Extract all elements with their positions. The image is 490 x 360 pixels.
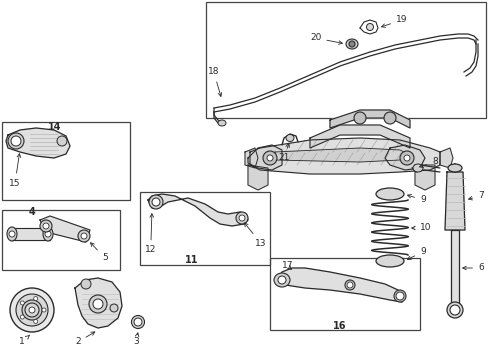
Circle shape — [134, 318, 142, 326]
Ellipse shape — [367, 23, 373, 31]
Circle shape — [263, 151, 277, 165]
Circle shape — [400, 151, 414, 165]
Polygon shape — [40, 216, 90, 242]
Text: 18: 18 — [208, 68, 221, 96]
Text: 8: 8 — [419, 158, 438, 167]
Circle shape — [347, 282, 353, 288]
Text: 6: 6 — [463, 264, 484, 273]
Circle shape — [20, 301, 24, 305]
Ellipse shape — [22, 300, 42, 320]
Text: 1: 1 — [19, 335, 30, 346]
Polygon shape — [250, 138, 440, 174]
Text: 17: 17 — [282, 261, 294, 270]
Ellipse shape — [218, 120, 226, 126]
Ellipse shape — [78, 230, 90, 242]
Text: 15: 15 — [9, 154, 21, 188]
Polygon shape — [148, 194, 248, 226]
Ellipse shape — [346, 39, 358, 49]
Text: 9: 9 — [408, 194, 426, 204]
Ellipse shape — [89, 295, 107, 313]
Bar — [140, 192, 270, 265]
Bar — [270, 258, 420, 330]
Circle shape — [349, 41, 355, 47]
Text: 2: 2 — [75, 332, 95, 346]
Ellipse shape — [394, 290, 406, 302]
Circle shape — [9, 231, 15, 237]
Circle shape — [57, 136, 67, 146]
Circle shape — [239, 215, 245, 221]
Ellipse shape — [7, 227, 17, 241]
Polygon shape — [248, 145, 282, 170]
Text: 9: 9 — [407, 248, 426, 260]
Circle shape — [11, 136, 21, 146]
Text: 14: 14 — [48, 122, 62, 132]
Ellipse shape — [236, 212, 248, 224]
Polygon shape — [75, 278, 122, 328]
Polygon shape — [245, 148, 258, 168]
Ellipse shape — [8, 133, 24, 149]
Circle shape — [384, 112, 396, 124]
Text: 12: 12 — [145, 214, 156, 255]
Text: 20: 20 — [310, 33, 343, 44]
Polygon shape — [330, 110, 410, 128]
Circle shape — [93, 299, 103, 309]
Circle shape — [267, 155, 273, 161]
Circle shape — [45, 231, 51, 237]
Polygon shape — [415, 165, 435, 190]
Polygon shape — [248, 165, 268, 190]
Circle shape — [20, 315, 24, 319]
Ellipse shape — [376, 188, 404, 200]
Text: 4: 4 — [28, 207, 35, 217]
Ellipse shape — [16, 294, 48, 326]
Ellipse shape — [413, 164, 423, 172]
Ellipse shape — [43, 227, 53, 241]
Bar — [206, 2, 486, 118]
Circle shape — [81, 233, 87, 239]
Polygon shape — [440, 148, 453, 168]
Circle shape — [354, 112, 366, 124]
Ellipse shape — [345, 280, 355, 290]
Text: 16: 16 — [333, 321, 347, 331]
Polygon shape — [275, 148, 410, 162]
Text: 10: 10 — [412, 224, 432, 233]
Circle shape — [278, 276, 286, 284]
Bar — [2, 122, 130, 200]
Circle shape — [396, 292, 404, 300]
Circle shape — [25, 303, 39, 317]
Ellipse shape — [447, 302, 463, 318]
Text: 7: 7 — [468, 192, 484, 201]
Circle shape — [152, 198, 160, 206]
Text: 3: 3 — [133, 333, 139, 346]
Text: 19: 19 — [382, 15, 408, 27]
Ellipse shape — [274, 273, 290, 287]
Text: 13: 13 — [245, 223, 267, 248]
Polygon shape — [445, 172, 465, 230]
Ellipse shape — [286, 135, 294, 141]
Polygon shape — [10, 228, 50, 240]
Polygon shape — [451, 230, 459, 305]
Polygon shape — [6, 128, 70, 158]
Text: 21: 21 — [278, 144, 290, 162]
Circle shape — [34, 297, 38, 301]
Circle shape — [110, 304, 118, 312]
Circle shape — [29, 307, 35, 313]
Ellipse shape — [448, 164, 462, 172]
Circle shape — [404, 155, 410, 161]
Circle shape — [43, 223, 49, 229]
Polygon shape — [310, 125, 410, 148]
Ellipse shape — [131, 315, 145, 328]
Text: 11: 11 — [185, 255, 199, 265]
Ellipse shape — [149, 195, 163, 209]
Ellipse shape — [40, 220, 52, 232]
Bar — [2, 210, 120, 270]
Circle shape — [34, 319, 38, 323]
Polygon shape — [278, 268, 405, 302]
Ellipse shape — [376, 255, 404, 267]
Text: 5: 5 — [91, 243, 108, 262]
Circle shape — [42, 308, 46, 312]
Circle shape — [450, 305, 460, 315]
Ellipse shape — [10, 288, 54, 332]
Circle shape — [81, 279, 91, 289]
Polygon shape — [385, 145, 425, 170]
